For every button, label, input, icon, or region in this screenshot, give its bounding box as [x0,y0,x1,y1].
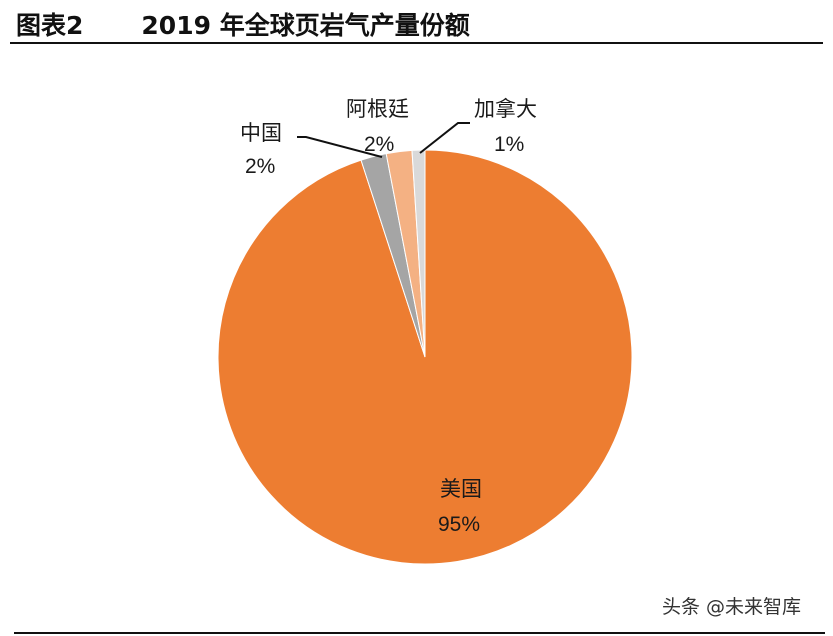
leader-line-canada [419,122,470,154]
label-usa-pct: 95% [438,513,480,536]
top-rule [10,42,823,44]
figure-header: 图表2 2019 年全球页岩气产量份额 [16,6,470,42]
bottom-rule [14,632,825,634]
label-argentina-name: 阿根廷 [346,98,409,121]
label-canada-name: 加拿大 [474,97,537,121]
label-china-pct: 2% [245,155,275,178]
label-china-name: 中国 [240,122,282,145]
figure-number: 图表2 [16,11,84,40]
watermark: 头条 @未来智库 [662,596,802,618]
pie-slices [217,149,633,565]
label-usa-name: 美国 [440,478,482,501]
label-argentina-pct: 2% [364,133,394,156]
leader-line-china [297,136,383,158]
label-canada-pct: 1% [494,133,524,156]
figure-title: 2019 年全球页岩气产量份额 [141,11,470,40]
